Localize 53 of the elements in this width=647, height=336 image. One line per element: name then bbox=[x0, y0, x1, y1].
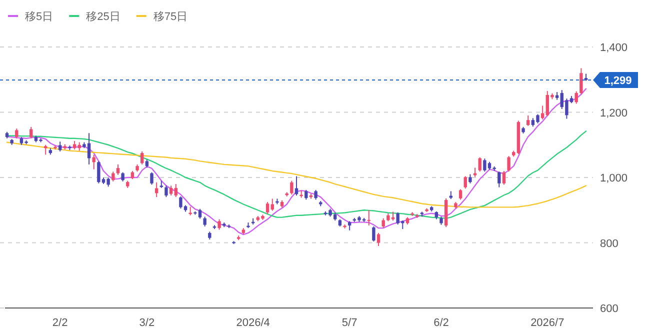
y-tick-label: 1,000 bbox=[600, 172, 628, 184]
x-tick-label: 3/2 bbox=[139, 317, 155, 329]
candlestick bbox=[218, 218, 221, 230]
x-tick-label: 6/2 bbox=[434, 317, 449, 329]
y-tick-label: 1,200 bbox=[600, 107, 628, 120]
candlestick bbox=[121, 172, 124, 182]
y-tick-label: 1,400 bbox=[600, 42, 628, 54]
candlestick bbox=[372, 226, 376, 242]
x-tick-label: 2026/7 bbox=[530, 317, 564, 329]
candlestick bbox=[15, 128, 18, 139]
line-series bbox=[6, 130, 587, 219]
candlestick bbox=[502, 170, 506, 186]
candlestick bbox=[174, 184, 178, 198]
candlestick bbox=[150, 172, 154, 186]
candlestick bbox=[468, 174, 472, 184]
candlestick bbox=[304, 189, 308, 200]
legend-label: 移25日 bbox=[86, 11, 120, 23]
candlestick bbox=[270, 198, 274, 212]
candlestick bbox=[314, 189, 318, 200]
candlestick bbox=[458, 188, 462, 200]
candlestick bbox=[478, 156, 482, 172]
candlestick bbox=[116, 164, 120, 176]
candlestick bbox=[203, 216, 206, 227]
ref-line-label: 1,299 bbox=[604, 74, 632, 87]
x-tick-label: 2026/4 bbox=[236, 317, 270, 329]
candlestick bbox=[30, 126, 33, 139]
y-tick-label: 600 bbox=[600, 303, 618, 315]
candlestick bbox=[464, 176, 467, 190]
candlestick bbox=[498, 171, 501, 188]
legend-label: 移75日 bbox=[153, 11, 188, 23]
candlestick bbox=[290, 180, 294, 195]
candlestick bbox=[112, 171, 115, 182]
candlestick bbox=[169, 185, 173, 196]
x-tick-label: 5/7 bbox=[342, 317, 358, 329]
y-tick-label: 800 bbox=[600, 238, 618, 250]
candlestick bbox=[367, 210, 370, 226]
x-tick-label: 2/2 bbox=[52, 317, 68, 329]
line-series bbox=[6, 88, 587, 236]
legend-label: 移5日 bbox=[25, 11, 54, 23]
candlestick bbox=[44, 144, 48, 156]
candlestick bbox=[58, 141, 62, 152]
candlestick bbox=[348, 220, 352, 231]
candlestick bbox=[382, 218, 385, 228]
candlestick bbox=[507, 155, 510, 172]
candlestick bbox=[580, 68, 583, 95]
candlestick bbox=[164, 185, 168, 198]
candlestick bbox=[376, 232, 380, 247]
candlestick bbox=[574, 90, 578, 104]
candlestick bbox=[540, 105, 544, 120]
candlestick bbox=[266, 201, 270, 215]
line-series bbox=[6, 142, 587, 208]
candlestick bbox=[140, 150, 144, 165]
candlestick bbox=[526, 115, 530, 126]
